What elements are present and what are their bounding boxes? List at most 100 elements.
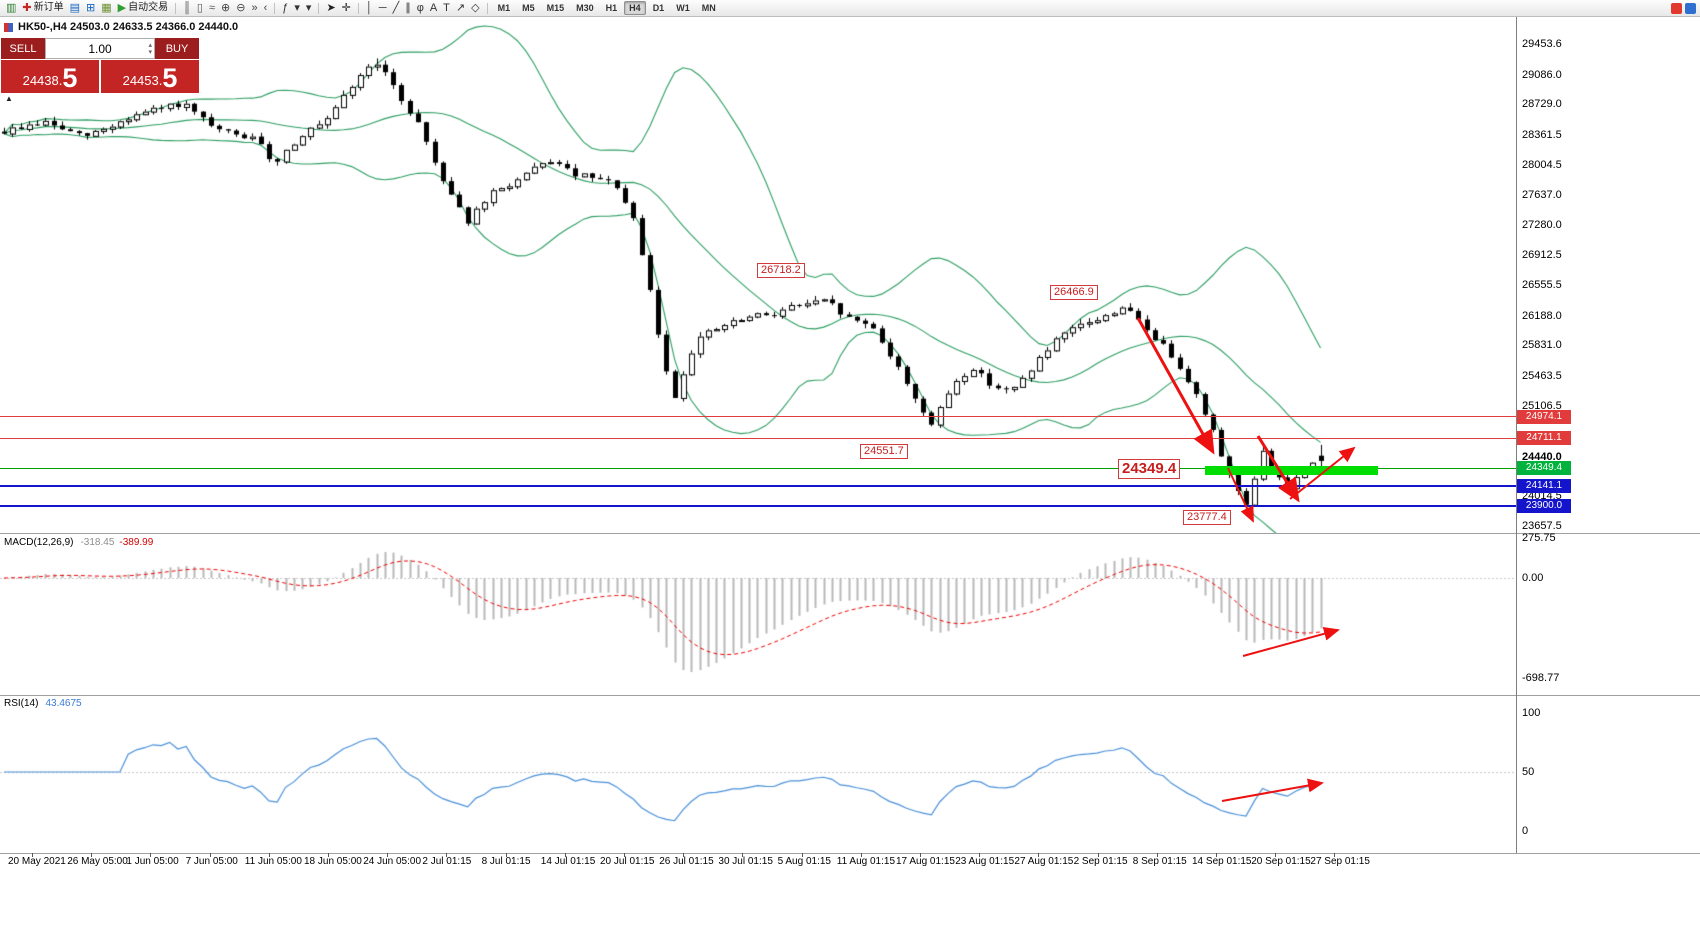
fibonacci-icon[interactable]: φ: [414, 1, 427, 16]
time-axis-tick: [328, 853, 329, 857]
macd-name: MACD(12,26,9): [4, 537, 74, 548]
chart-price-label-24551.7[interactable]: 24551.7: [860, 444, 908, 459]
text-label-icon[interactable]: T: [440, 1, 453, 16]
chart-window-icon[interactable]: ▤: [67, 1, 83, 16]
templates-dropdown-icon[interactable]: ▾: [303, 1, 315, 16]
volume-spinner[interactable]: ▴ ▾: [148, 39, 152, 58]
market-watch-icon[interactable]: ▦: [98, 1, 114, 16]
price-axis-label: 28361.5: [1522, 128, 1562, 141]
channel-icon[interactable]: ∥: [402, 1, 414, 16]
cursor-icon[interactable]: ➤: [323, 1, 338, 16]
candlestick-chart-icon[interactable]: ▯: [194, 1, 206, 16]
trendline-icon-glyph: ╱: [392, 1, 400, 14]
symbol-info: HK50-,H4 24503.0 24633.5 24366.0 24440.0: [4, 21, 238, 33]
chart-mode-icon[interactable]: ▥: [3, 1, 19, 16]
time-axis-label: 5 Aug 01:15: [777, 856, 831, 867]
support-zone[interactable]: [1205, 465, 1378, 475]
horizontal-line-icon[interactable]: ─: [376, 1, 390, 16]
chart-price-label-26466.9[interactable]: 26466.9: [1050, 285, 1098, 300]
auto-trading-button[interactable]: ▶ 自动交易: [115, 1, 171, 16]
symbol-ohlc-text: HK50-,H4 24503.0 24633.5 24366.0 24440.0: [18, 21, 239, 33]
horizontal-line-24349.4[interactable]: [0, 467, 1516, 469]
chart-mode-icon-glyph: ▥: [6, 1, 17, 14]
rsi-canvas[interactable]: [0, 695, 1516, 853]
shapes-icon[interactable]: ◇: [468, 1, 482, 16]
periods-dropdown-icon[interactable]: ▾: [291, 1, 303, 16]
trendline-icon[interactable]: ╱: [390, 1, 403, 16]
chart-price-label-24349.4[interactable]: 24349.4: [1118, 459, 1181, 479]
tile-windows-icon[interactable]: ⊞: [83, 1, 98, 16]
time-axis-label: 26 May 05:00: [67, 856, 128, 867]
time-axis-tick: [32, 853, 33, 857]
horizontal-line-23900[interactable]: [0, 504, 1516, 507]
timeframe-m30-button[interactable]: M30: [576, 3, 594, 13]
time-axis-tick: [1334, 853, 1336, 857]
toolbar-separator: [318, 2, 320, 14]
channel-icon-glyph: ∥: [405, 1, 411, 14]
buy-button[interactable]: BUY: [155, 38, 199, 59]
sell-button[interactable]: SELL: [1, 38, 45, 59]
zoom-in-icon-glyph: ⊕: [221, 1, 231, 14]
zoom-out-icon[interactable]: ⊖: [233, 1, 248, 16]
toolbar-separator: [175, 2, 177, 14]
horizontal-line-icon-glyph: ─: [378, 1, 387, 14]
new-order-button[interactable]: ✚ 新订单: [19, 1, 66, 16]
text-icon[interactable]: A: [427, 1, 440, 16]
rsi-value: 43.4675: [45, 698, 82, 709]
time-axis-label: 26 Jul 01:15: [659, 856, 714, 867]
time-axis-label: 11 Aug 01:15: [836, 856, 895, 867]
rsi-indicator-label: RSI(14) 43.4675: [4, 698, 82, 709]
price-axis-label: 26555.5: [1522, 279, 1562, 291]
community-icon[interactable]: [1685, 3, 1696, 14]
timeframe-mn-button[interactable]: MN: [701, 3, 716, 13]
new-order-button-label: 新订单: [33, 2, 64, 13]
time-axis-label: 20 Jul 01:15: [600, 856, 655, 867]
chart-price-label-26718.2[interactable]: 26718.2: [757, 263, 805, 278]
chart-price-label-23777.4[interactable]: 23777.4: [1183, 510, 1231, 525]
timeframe-m1-button[interactable]: M1: [497, 3, 511, 13]
volume-down-icon[interactable]: ▾: [148, 48, 152, 56]
volume-value[interactable]: 1.00: [88, 41, 112, 56]
buy-price[interactable]: 24453. 5: [101, 60, 199, 93]
candlestick-chart-icon-glyph: ▯: [196, 1, 203, 14]
timeframe-d1-button[interactable]: D1: [652, 3, 665, 13]
sell-price[interactable]: 24438. 5: [1, 60, 99, 93]
vertical-line-icon[interactable]: │: [363, 1, 376, 16]
price-axis-border: [1516, 17, 1517, 853]
one-click-collapse-icon[interactable]: ▲: [5, 94, 13, 103]
zoom-in-icon[interactable]: ⊕: [218, 1, 233, 16]
buy-price-main: 24453.: [122, 73, 163, 88]
sell-price-main: 24438.: [22, 73, 63, 88]
toolbar: ▥ ✚ 新订单 ▤ ⊞ ▦ ▶ 自动交易 ║ ▯ ≈ ⊕ ⊖» ‹ ƒ ▾ ▾ ➤ ✛ │ ─ ╱ ∥ φ A T ↗ ◇ M1 M5 M1…: [0, 0, 1700, 17]
volume-field[interactable]: 1.00 ▴ ▾: [45, 38, 155, 59]
line-chart-icon[interactable]: ≈: [206, 1, 218, 16]
bar-chart-icon[interactable]: ║: [180, 1, 194, 16]
time-axis-label: 20 Sep 01:15: [1251, 856, 1311, 867]
alerts-icon[interactable]: [1671, 3, 1682, 14]
timeframe-m15-button[interactable]: M15: [546, 3, 565, 13]
line-chart-icon-glyph: ≈: [208, 1, 216, 14]
time-axis-tick: [1097, 853, 1099, 857]
volume-up-icon[interactable]: ▴: [148, 41, 152, 49]
horizontal-line-24711.1[interactable]: [0, 437, 1516, 439]
chart-shift-icon[interactable]: ‹: [261, 1, 271, 16]
horizontal-line-24974.1[interactable]: [0, 416, 1516, 417]
horizontal-line-24141.1[interactable]: [0, 484, 1516, 487]
indicators-icon[interactable]: ƒ: [279, 1, 291, 16]
timeframe-h1-button[interactable]: H1: [605, 3, 618, 13]
timeframe-h4-button[interactable]: H4: [624, 1, 646, 15]
new-order-glyph: ✚: [22, 1, 32, 14]
timeframe-w1-button[interactable]: W1: [676, 3, 690, 13]
time-axis-label: 14 Sep 01:15: [1192, 856, 1252, 867]
timeframe-m5-button[interactable]: M5: [522, 3, 535, 13]
crosshair-icon[interactable]: ✛: [339, 1, 354, 16]
time-axis-label: 11 Jun 05:00: [244, 856, 302, 867]
auto-scroll-icon[interactable]: »: [248, 1, 260, 16]
price-axis-label: 25831.0: [1522, 339, 1562, 352]
panel-separator[interactable]: [0, 533, 1700, 534]
panel-separator[interactable]: [0, 695, 1700, 696]
time-axis-tick: [564, 853, 566, 857]
macd-canvas[interactable]: [0, 533, 1516, 695]
arrows-tool-icon[interactable]: ↗: [453, 1, 468, 16]
time-axis-label: 2 Jul 01:15: [422, 856, 472, 867]
